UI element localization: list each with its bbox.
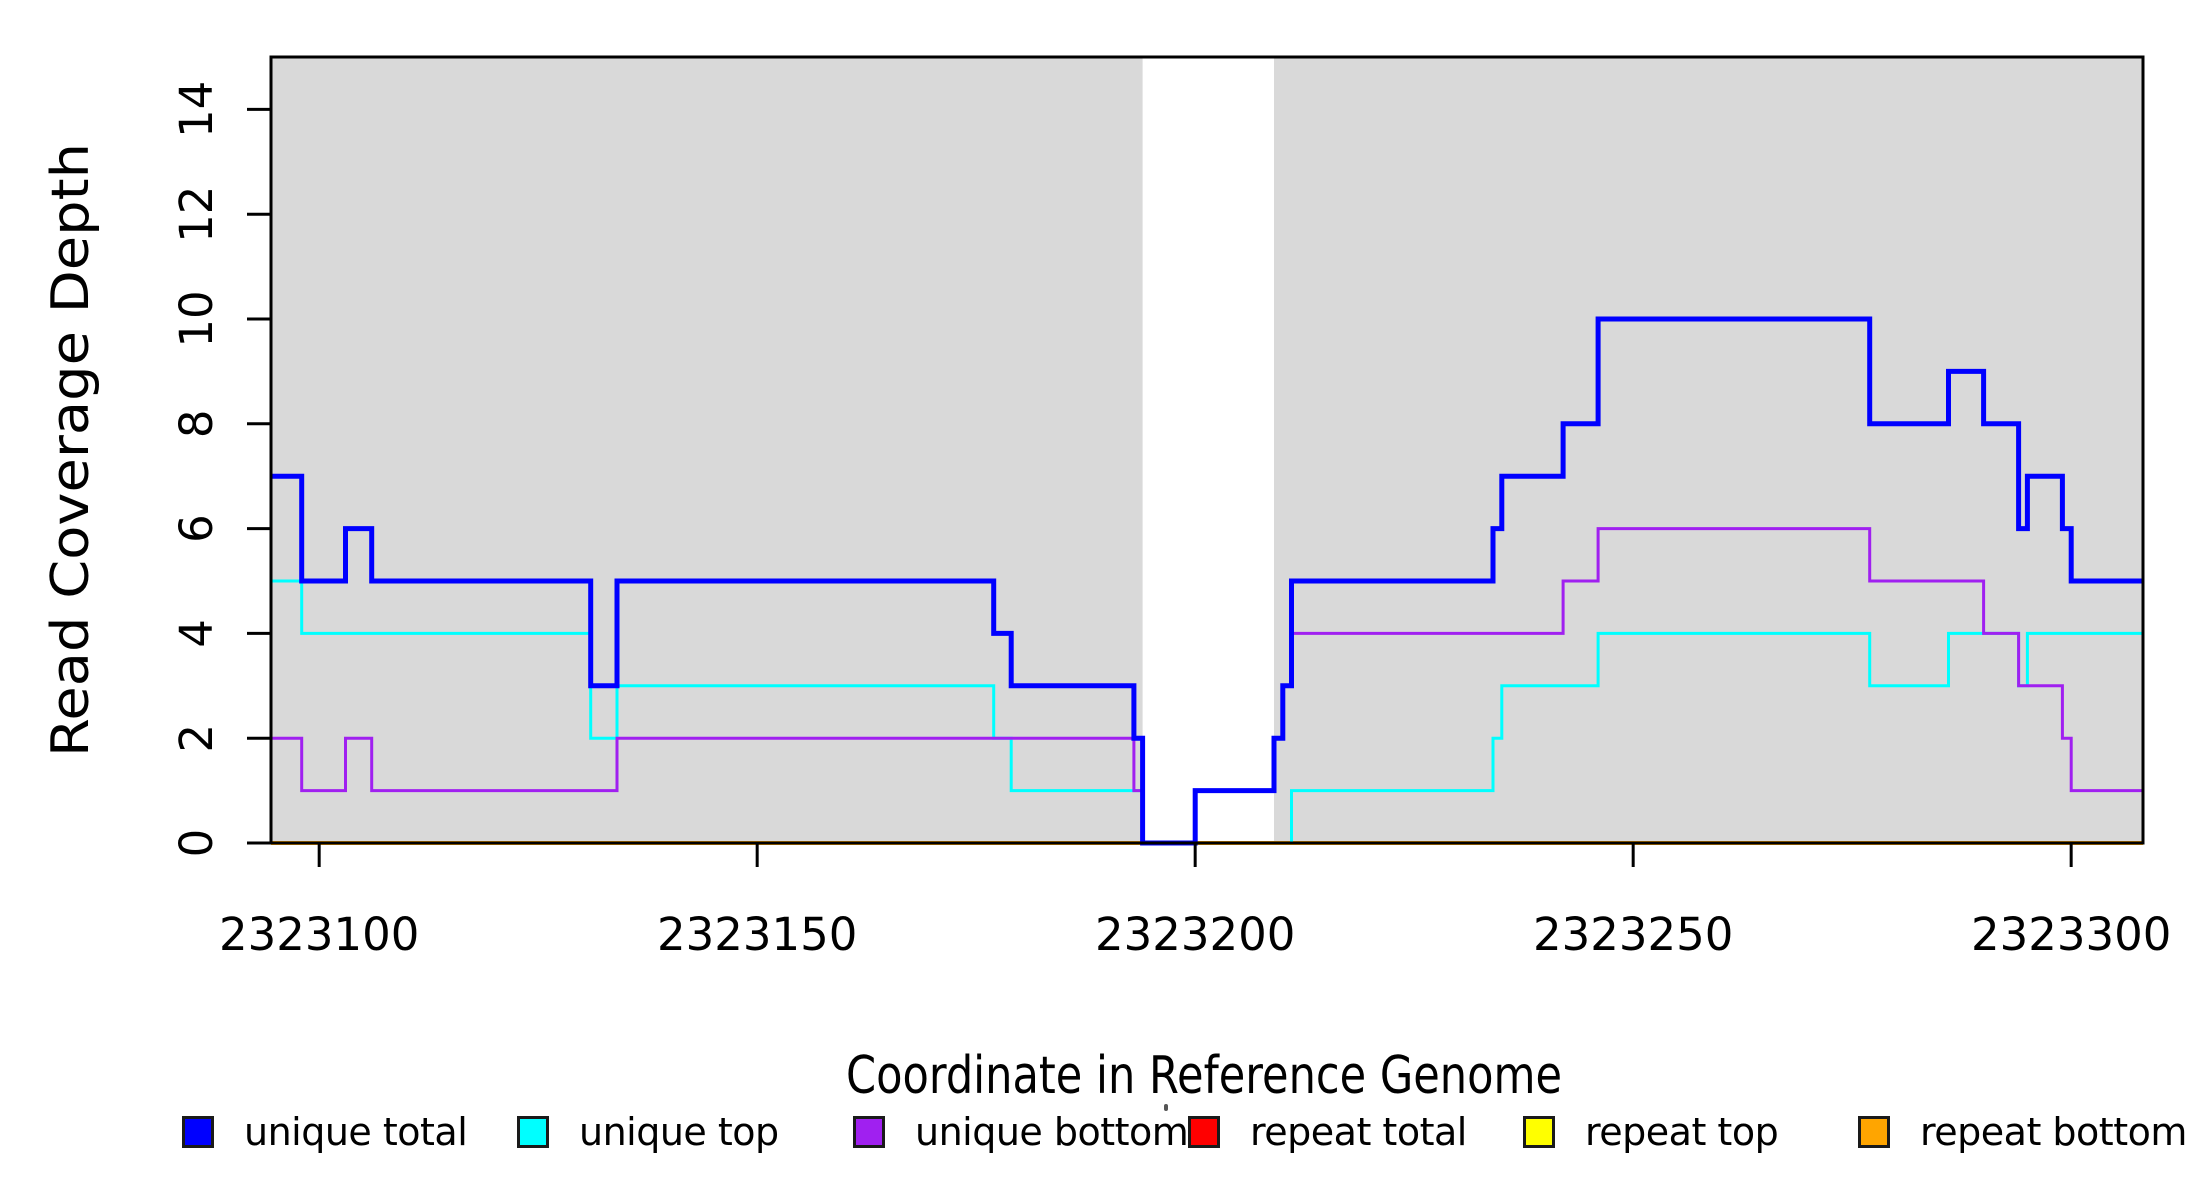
legend-item-repeat-total: repeat total — [1188, 1108, 1467, 1156]
y-tick-label: 12 — [170, 186, 223, 243]
legend-label: repeat total — [1250, 1110, 1467, 1154]
x-tick-label: 2323300 — [1971, 908, 2171, 961]
y-tick-label: 8 — [170, 409, 223, 438]
repeat-top-swatch-icon — [1523, 1116, 1555, 1148]
legend-item-repeat-bottom: repeat bottom — [1858, 1108, 2187, 1156]
x-tick-label: 2323150 — [657, 908, 857, 961]
legend-label: unique bottom — [915, 1110, 1189, 1154]
legend-item-repeat-top: repeat top — [1523, 1108, 1779, 1156]
series-unique-top — [271, 579, 2143, 845]
y-axis-title: Read Coverage Depth — [41, 143, 101, 757]
plot-box — [269, 55, 2145, 845]
y-tick-label: 4 — [170, 619, 223, 648]
unique-top-swatch-icon — [517, 1116, 549, 1148]
y-tick-label: 6 — [170, 514, 223, 543]
y-tick-label: 2 — [170, 724, 223, 753]
legend-label: unique total — [244, 1110, 468, 1154]
y-tick-label: 14 — [170, 81, 223, 138]
legend-item-unique-bottom: unique bottom — [853, 1108, 1189, 1156]
x-axis-title: Coordinate in Reference Genome — [846, 1046, 1562, 1106]
legend-item-unique-total: unique total — [182, 1108, 468, 1156]
stray-mark — [1164, 1104, 1168, 1111]
shaded-region — [271, 57, 1143, 843]
unique-total-swatch-icon — [182, 1116, 214, 1148]
legend-label: repeat top — [1585, 1110, 1779, 1154]
x-tick-label: 2323200 — [1095, 908, 1295, 961]
repeat-total-swatch-icon — [1188, 1116, 1220, 1148]
legend-label: repeat bottom — [1920, 1110, 2187, 1154]
shaded-region — [1274, 57, 2143, 843]
repeat-bottom-swatch-icon — [1858, 1116, 1890, 1148]
unique-bottom-swatch-icon — [853, 1116, 885, 1148]
x-tick-label: 2323100 — [219, 908, 419, 961]
y-tick-label: 10 — [170, 290, 223, 347]
legend-item-unique-top: unique top — [517, 1108, 779, 1156]
y-tick-label: 0 — [170, 829, 223, 858]
legend-label: unique top — [579, 1110, 779, 1154]
x-tick-label: 2323250 — [1533, 908, 1733, 961]
series-unique-total — [271, 316, 2143, 846]
